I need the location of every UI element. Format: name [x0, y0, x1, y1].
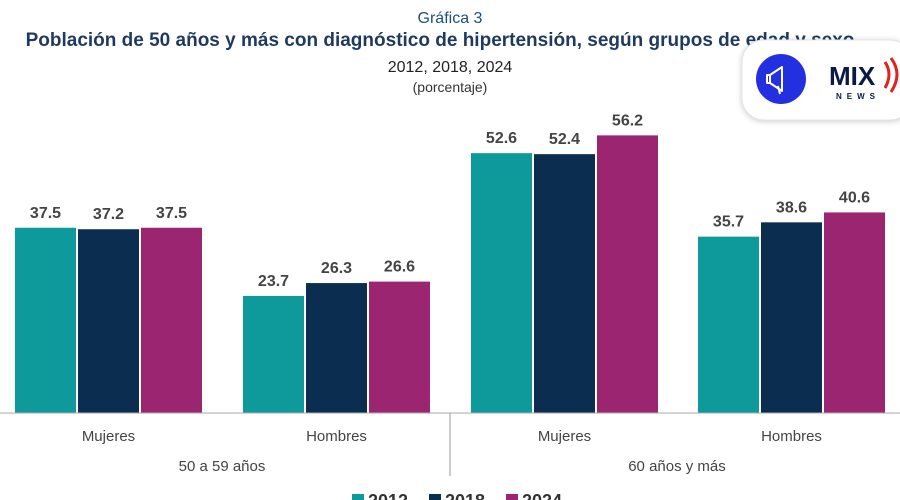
bar-2024-1 [369, 281, 430, 413]
data-label: 40.6 [839, 189, 870, 206]
legend-swatch-2024 [506, 494, 518, 500]
bar-2012-3 [698, 236, 759, 413]
legend-label-2024: 2024 [522, 491, 562, 500]
chart-unit: (porcentaje) [413, 79, 488, 95]
bar-2012-2 [471, 153, 532, 413]
category-label: Hombres [761, 428, 822, 445]
data-label: 37.5 [30, 205, 61, 222]
legend-swatch-2018 [429, 494, 441, 500]
bar-2024-3 [824, 212, 885, 413]
logo-sub: NEWS [836, 92, 880, 101]
legend-swatch-2012 [352, 494, 364, 500]
group-label: 50 a 59 años [179, 458, 266, 475]
data-label: 37.2 [93, 206, 124, 223]
bar-2018-2 [534, 154, 595, 414]
bar-2018-0 [78, 229, 139, 413]
chart-title: Gráfica 3 [418, 10, 483, 27]
group-label: 60 años y más [628, 458, 726, 475]
legend-label-2012: 2012 [368, 491, 408, 500]
logo-brand: MIX [829, 61, 876, 91]
data-label: 26.6 [384, 259, 415, 276]
bar-2024-2 [597, 135, 658, 413]
bar-2018-3 [761, 222, 822, 413]
bar-2012-0 [15, 227, 76, 413]
data-label: 52.4 [549, 131, 580, 148]
data-label: 26.3 [321, 260, 352, 277]
watermark-logo: MIX NEWS [741, 39, 900, 121]
data-label: 38.6 [776, 199, 807, 216]
category-label: Mujeres [82, 428, 135, 445]
bar-2012-1 [243, 295, 304, 413]
bar-2018-1 [306, 283, 367, 413]
category-label: Hombres [306, 428, 367, 445]
bar-2024-0 [141, 227, 202, 413]
chart-years: 2012, 2018, 2024 [388, 59, 513, 76]
legend-label-2018: 2018 [445, 491, 485, 500]
category-label: Mujeres [538, 428, 591, 445]
data-label: 23.7 [258, 273, 289, 290]
data-label: 52.6 [486, 130, 517, 147]
chart-subtitle: Población de 50 años y más con diagnósti… [26, 30, 855, 51]
data-label: 35.7 [713, 214, 744, 231]
data-label: 56.2 [612, 112, 643, 129]
data-label: 37.5 [156, 205, 187, 222]
